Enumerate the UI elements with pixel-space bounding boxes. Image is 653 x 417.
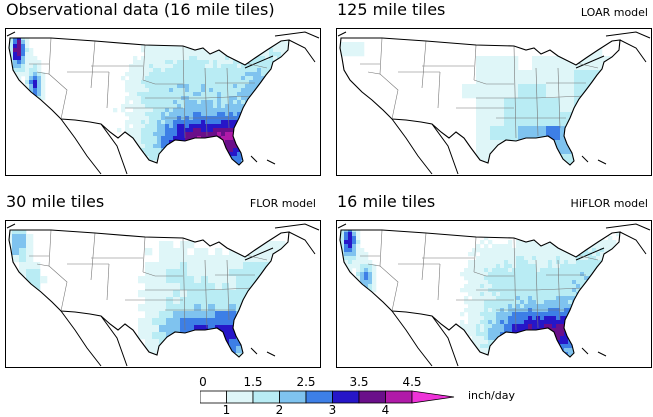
colorbar-tick-label: 1.5 [243, 375, 263, 389]
colorbar-segment [200, 390, 227, 404]
panel-model-loar: LOAR model [580, 6, 648, 19]
colorbar-segment [358, 390, 386, 404]
panel-title-flor: 30 mile tiles [6, 192, 105, 211]
neighbor-coastline [597, 159, 607, 165]
neighbor-coastline [100, 123, 128, 175]
neighbor-coastline [337, 31, 347, 37]
colorbar-segment [279, 390, 307, 404]
colorbar-segment [252, 390, 280, 404]
neighbor-coastline [597, 351, 607, 357]
colorbar-tick-label: 3 [328, 403, 337, 417]
neighbor-coastline [244, 247, 274, 261]
neighbor-coastline [619, 39, 647, 63]
neighbor-coastline [100, 315, 128, 367]
colorbar-overflow-triangle [411, 390, 455, 404]
neighbor-coastline [6, 223, 16, 229]
neighbor-coastline [337, 223, 347, 229]
colorbar [200, 390, 455, 404]
neighbor-coastline [431, 123, 459, 175]
colorbar-unit: inch/day [468, 389, 515, 402]
us-outline [339, 37, 621, 166]
map-frame [5, 28, 321, 176]
neighbor-coastline [288, 231, 316, 255]
us-outline [339, 229, 621, 358]
neighbor-coastline [60, 118, 102, 175]
state-boundaries [29, 38, 268, 139]
precipitation-field [9, 38, 289, 165]
map-frame [336, 28, 652, 176]
neighbor-coastline [391, 310, 433, 367]
precipitation-field [9, 230, 289, 357]
colorbar-tick-label: 1 [222, 403, 231, 417]
colorbar-tick-label: 4 [381, 403, 390, 417]
colorbar-segment [385, 390, 413, 404]
precipitation-field [340, 230, 620, 357]
map-loar-model [336, 28, 652, 176]
neighbor-coastline [266, 159, 276, 165]
neighbor-coastline [288, 39, 316, 63]
neighbor-coastline [244, 55, 274, 69]
panel-model-hiflor: HiFLOR model [570, 197, 648, 210]
neighbor-coastline [575, 247, 605, 261]
colorbar-segment [226, 390, 254, 404]
neighbor-coastline [605, 31, 651, 39]
state-boundaries [360, 230, 599, 331]
neighbor-coastline [619, 231, 647, 255]
us-outline [8, 229, 290, 358]
map-frame [5, 220, 321, 368]
map-hiflor-model [336, 220, 652, 368]
panel-title-loar: 125 mile tiles [337, 0, 446, 19]
neighbor-coastline [250, 155, 258, 163]
neighbor-coastline [274, 31, 320, 39]
colorbar-tick-label: 2 [275, 403, 284, 417]
colorbar-tick-label: 2.5 [296, 375, 316, 389]
us-outline [8, 37, 290, 166]
state-boundaries [360, 38, 599, 139]
panel-title-obs: Observational data (16 mile tiles) [6, 0, 275, 19]
map-observational [5, 28, 321, 176]
colorbar-tick-label: 3.5 [349, 375, 369, 389]
panel-title-hiflor: 16 mile tiles [337, 192, 436, 211]
neighbor-coastline [581, 155, 589, 163]
neighbor-coastline [250, 347, 258, 355]
colorbar-tick-label: 0 [199, 375, 207, 389]
colorbar-segment [305, 390, 333, 404]
map-flor-model [5, 220, 321, 368]
colorbar-segment [332, 390, 360, 404]
neighbor-coastline [60, 310, 102, 367]
neighbor-coastline [581, 347, 589, 355]
neighbor-coastline [605, 223, 651, 231]
neighbor-coastline [6, 31, 16, 37]
panel-model-flor: FLOR model [249, 197, 316, 210]
colorbar-tick-label: 4.5 [402, 375, 422, 389]
neighbor-coastline [431, 315, 459, 367]
neighbor-coastline [391, 118, 433, 175]
neighbor-coastline [575, 55, 605, 69]
neighbor-coastline [266, 351, 276, 357]
neighbor-coastline [274, 223, 320, 231]
map-frame [336, 220, 652, 368]
